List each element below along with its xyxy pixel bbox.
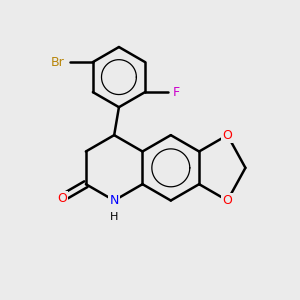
Text: N: N [110, 194, 119, 207]
Text: H: H [110, 212, 118, 222]
Text: O: O [57, 192, 67, 205]
Text: O: O [223, 194, 232, 207]
Text: Br: Br [51, 56, 65, 69]
Text: F: F [173, 85, 180, 99]
Text: O: O [223, 129, 232, 142]
